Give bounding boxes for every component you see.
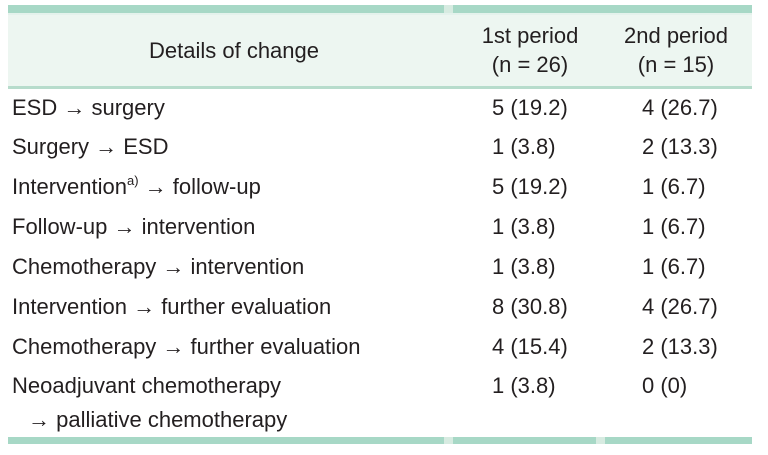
period2-value: 1 (6.7) [642,254,706,279]
table-row: Chemotherapy → further evaluation 4 (15.… [8,327,752,367]
header-period-2: 2nd period (n = 15) [600,15,752,89]
top-rule-gap [8,13,752,15]
journal-table: Details of change 1st period (n = 26) 2n… [8,5,752,444]
change-label: Intervention → further evaluation [12,294,332,319]
period1-value: 1 (3.8) [492,254,556,279]
table-row: Follow-up → intervention 1 (3.8) 1 (6.7) [8,207,752,247]
change-label-text: Intervention [12,174,127,199]
header-row: Details of change 1st period (n = 26) 2n… [8,15,752,89]
change-label: Chemotherapy → further evaluation [12,334,361,359]
period1-value: 1 (3.8) [492,214,556,239]
header-period-1: 1st period (n = 26) [460,15,600,89]
table-row: Surgery → ESD 1 (3.8) 2 (13.3) [8,127,752,167]
period2-value: 1 (6.7) [642,214,706,239]
table-row: Chemotherapy → intervention 1 (3.8) 1 (6… [8,247,752,287]
change-label-rest: → follow-up [138,174,261,199]
change-label-line1: Neoadjuvant chemotherapy [12,373,282,398]
period1-value: 5 (19.2) [492,94,568,120]
period2-value: 4 (26.7) [642,294,718,319]
details-of-change-table: Details of change 1st period (n = 26) 2n… [8,15,752,437]
header-period-1-title: 1st period [481,23,579,49]
table-bottom-rule [8,437,752,444]
period2-value: 1 (6.7) [642,174,706,199]
bottom-rule-column-gap-2 [596,437,605,444]
footnote-marker: a) [126,173,139,188]
header-details-of-change: Details of change [8,15,460,89]
change-label: ESD → surgery [12,94,165,120]
period2-value: 4 (26.7) [642,94,718,120]
table-body: ESD → surgery 5 (19.2) 4 (26.7) Surgery … [8,87,752,437]
header-period-1-n: (n = 26) [491,52,569,78]
table-header: Details of change 1st period (n = 26) 2n… [8,15,752,89]
period2-value: 0 (0) [642,373,688,398]
period2-value: 2 (13.3) [642,334,718,359]
period1-value: 4 (15.4) [492,334,568,359]
change-label-line2: → palliative chemotherapy [28,407,288,432]
change-label: Follow-up → intervention [12,214,256,239]
change-label: Chemotherapy → intervention [12,254,305,279]
change-label: Neoadjuvant chemotherapy → palliative ch… [8,367,460,437]
period1-value: 5 (19.2) [492,174,568,199]
table-row: Intervention → further evaluation 8 (30.… [8,287,752,327]
header-period-2-n: (n = 15) [637,52,715,78]
table-row: Neoadjuvant chemotherapy → palliative ch… [8,367,752,437]
period1-value: 1 (3.8) [492,134,556,159]
table-row: ESD → surgery 5 (19.2) 4 (26.7) [8,87,752,127]
header-period-2-title: 2nd period [624,23,728,49]
table-row: Interventiona) → follow-up 5 (19.2) 1 (6… [8,167,752,207]
period1-value: 8 (30.8) [492,294,568,319]
table-top-rule [8,5,752,13]
bottom-rule-column-gap-1 [444,437,453,444]
period2-value: 2 (13.3) [642,134,718,159]
period1-value: 1 (3.8) [492,373,556,398]
change-label: Interventiona) → follow-up [8,167,460,207]
change-label: Surgery → ESD [12,134,169,159]
top-rule-column-gap [444,5,453,13]
